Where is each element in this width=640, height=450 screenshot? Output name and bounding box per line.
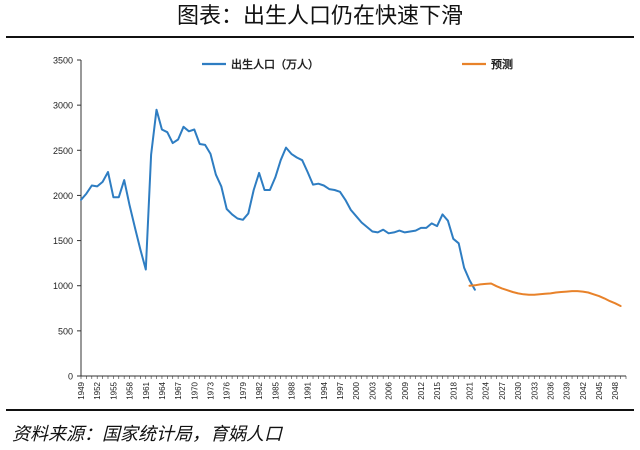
y-tick-label: 2000 <box>53 191 73 201</box>
x-tick-label: 1970 <box>190 381 199 399</box>
x-tick-label: 2003 <box>368 381 377 399</box>
line-chart: 0 500 1000 1500 2000 2500 3000 3500 1949 1952 195… <box>53 56 627 400</box>
x-tick-label: 1979 <box>239 381 248 399</box>
x-tick-label: 2000 <box>352 381 361 399</box>
x-tick-label: 2036 <box>546 381 555 399</box>
y-tick-label: 2500 <box>53 146 73 156</box>
y-tick-label: 3500 <box>53 56 73 66</box>
y-tick-label: 1000 <box>53 281 73 291</box>
y-tick-label: 3000 <box>53 101 73 111</box>
source-note: 资料来源：国家统计局，育娲人口 <box>12 424 282 445</box>
x-tick-label: 1967 <box>174 381 183 399</box>
x-tick-label: 1955 <box>109 381 118 399</box>
x-tick-label: 1952 <box>93 381 102 399</box>
x-tick-label: 1991 <box>304 381 313 399</box>
legend-label: 出生人口（万人） <box>231 57 319 71</box>
y-axis-ticks: 0 500 1000 1500 2000 2500 3000 3500 <box>53 56 81 382</box>
x-tick-label: 1988 <box>287 381 296 399</box>
x-tick-label: 1982 <box>255 381 264 399</box>
x-tick-label: 2045 <box>595 381 604 399</box>
x-tick-label: 2015 <box>433 381 442 399</box>
x-tick-label: 1997 <box>336 381 345 399</box>
x-tick-label: 1973 <box>207 381 216 399</box>
x-tick-label: 2012 <box>417 381 426 399</box>
series-lines <box>80 108 622 307</box>
x-tick-label: 2018 <box>449 381 458 399</box>
x-tick-label: 2006 <box>385 381 394 399</box>
title-divider <box>6 36 634 38</box>
births-line <box>80 108 476 291</box>
x-tick-label: 2033 <box>530 381 539 399</box>
x-axis-ticks: 1949 1952 1955 1958 1961 1964 1967 1970 1973 1976… <box>77 376 627 400</box>
forecast-line <box>468 282 622 307</box>
x-tick-label: 2048 <box>611 381 620 399</box>
x-tick-label: 1949 <box>77 381 86 399</box>
x-tick-label: 1964 <box>158 381 167 399</box>
x-tick-label: 2021 <box>466 381 475 399</box>
x-tick-label: 2027 <box>498 381 507 399</box>
x-tick-label: 1958 <box>126 381 135 399</box>
chart-axes <box>80 60 626 377</box>
x-tick-label: 1985 <box>271 381 280 399</box>
x-tick-label: 1994 <box>320 381 329 399</box>
x-tick-label: 1961 <box>142 381 151 399</box>
x-tick-label: 2024 <box>482 381 491 399</box>
x-tick-label: 2039 <box>563 381 572 399</box>
page-title: 图表：出生人口仍在快速下滑 <box>176 4 463 29</box>
x-tick-label: 2030 <box>514 381 523 399</box>
x-tick-label: 1976 <box>223 381 232 399</box>
legend-label: 预测 <box>491 57 513 71</box>
y-tick-label: 1500 <box>53 236 73 246</box>
footer-divider <box>6 409 634 411</box>
chart-legend: 出生人口（万人） 预测 <box>202 57 513 71</box>
x-tick-label: 2042 <box>579 381 588 399</box>
x-tick-label: 2009 <box>401 381 410 399</box>
y-tick-label: 0 <box>68 372 73 382</box>
y-tick-label: 500 <box>58 326 73 336</box>
